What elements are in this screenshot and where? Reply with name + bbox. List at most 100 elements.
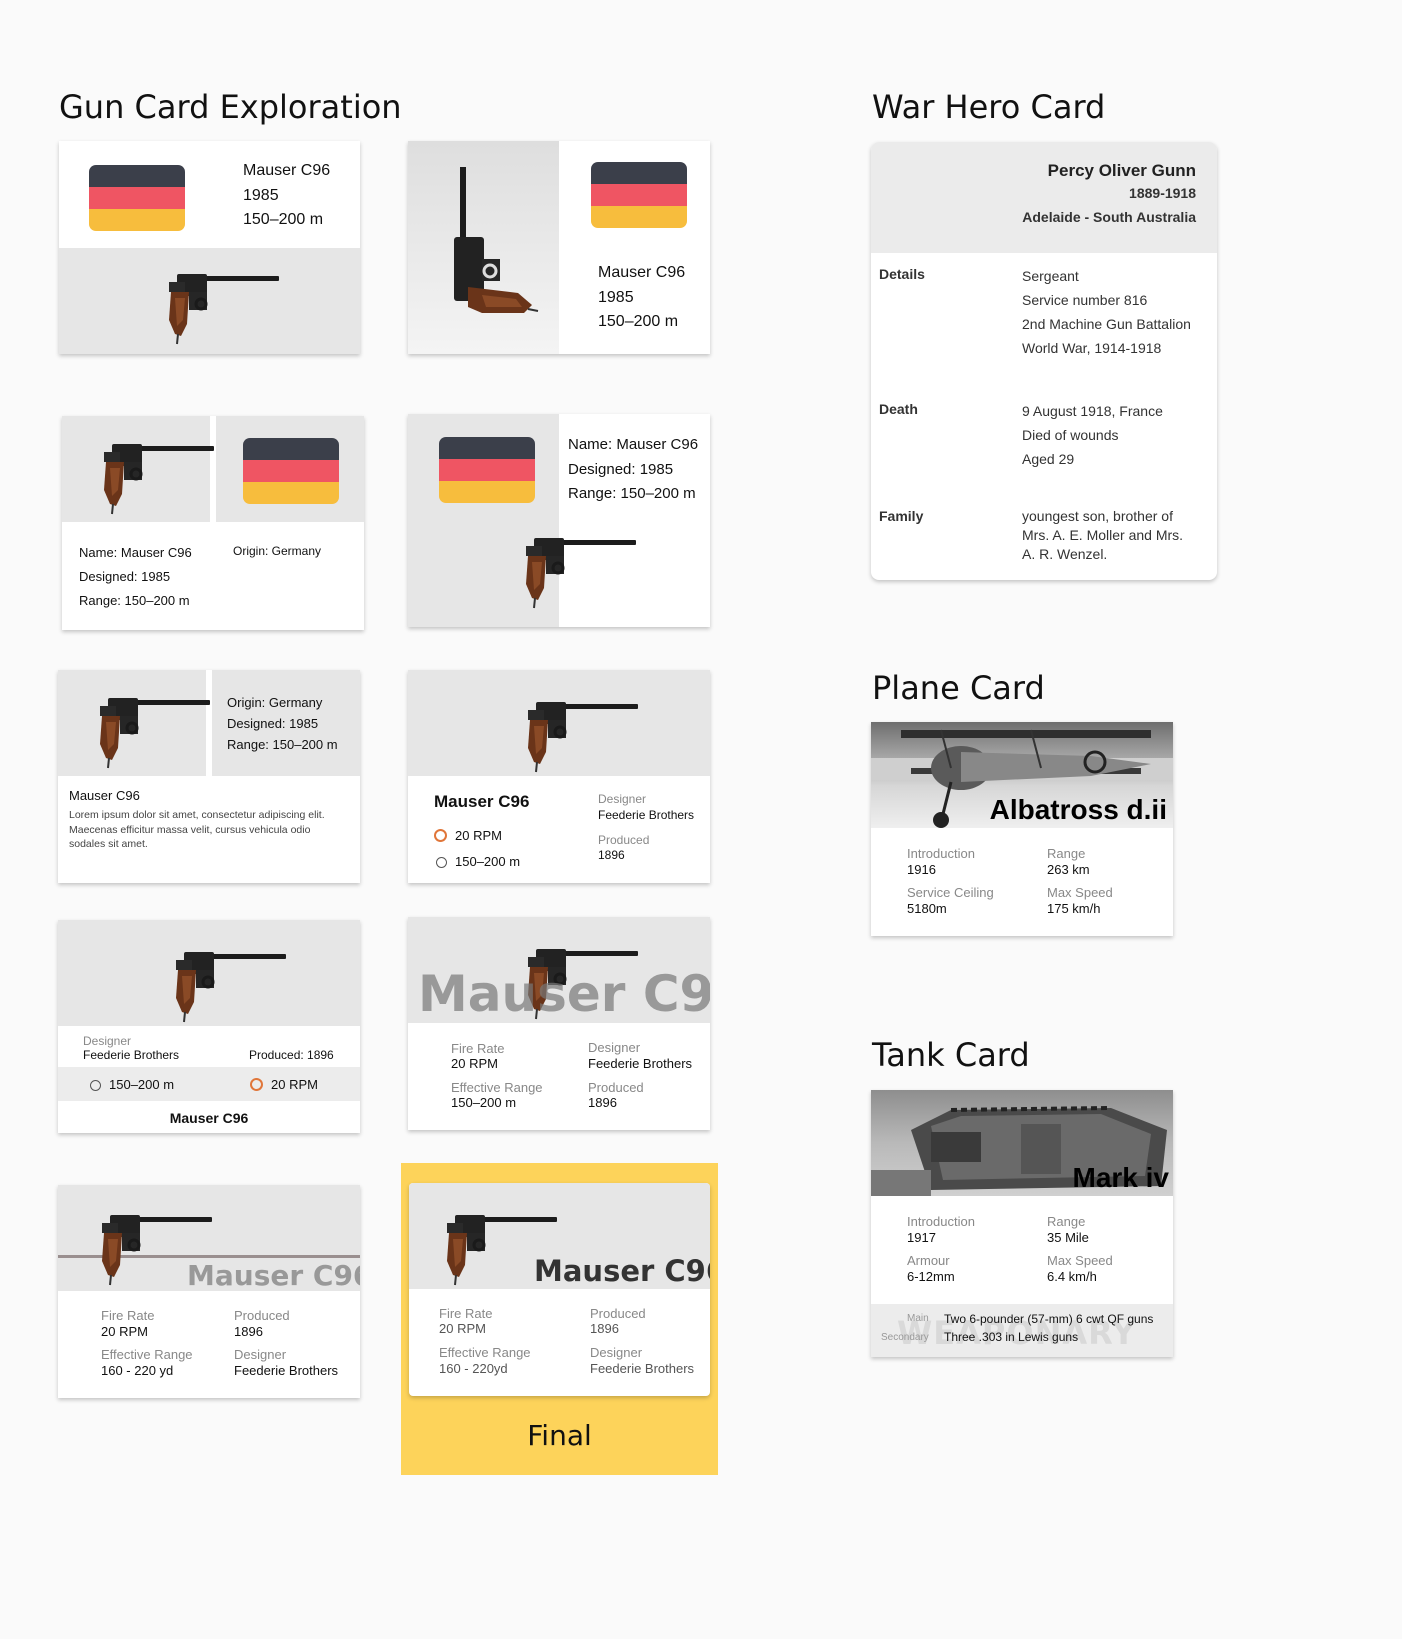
introduction-label: Introduction [907,846,975,861]
rpm-value: 20 RPM [455,828,502,843]
divider-line [58,1255,360,1258]
gun-designed-line: Designed: 1985 [568,461,674,478]
gun-image-panel [58,920,360,1026]
designer-label: Designer [590,1345,643,1360]
range-value: 150–200 m [455,854,521,869]
designer-label: Designer [234,1347,287,1362]
hero-place: Adelaide - South Australia [1022,209,1196,225]
gun-image-panel [408,670,710,776]
gun-card-9[interactable]: Mauser C96 Fire Rate 20 RPM Effective Ra… [58,1185,360,1398]
gun-range-line: Range: 150–200 m [79,593,190,608]
stats-bar: 150–200 m 20 RPM [58,1067,360,1101]
designer-value: Feederie Brothers [234,1363,339,1378]
range-value: 35 Mile [1047,1230,1089,1245]
hero-years: 1889-1918 [1129,185,1196,201]
family-line-1: youngest son, brother of [1022,508,1173,524]
flag-panel [216,416,364,522]
speed-value: 175 km/h [1047,901,1101,916]
gun-image-panel: Mauser C96 [408,917,710,1023]
plane-card[interactable]: Albatross d.ii Introduction 1916 Service… [871,722,1173,936]
pistol-icon [526,702,640,774]
range-label: Range [1047,1214,1086,1229]
germany-flag-icon [591,162,687,228]
family-line-2: Mrs. A. E. Moller and Mrs. [1022,527,1184,543]
gun-range-line: Range: 150–200 m [568,485,696,502]
designer-value: Feederie Brothers [590,1361,695,1376]
plane-photo: Albatross d.ii [871,722,1173,828]
final-label: Final [527,1419,592,1452]
produced-value: 1896 [590,1321,619,1336]
fire-rate-label: Fire Rate [439,1306,493,1321]
gun-origin-line: Origin: Germany [227,695,323,710]
detail-rank: Sergeant [1022,268,1079,284]
gun-card-2[interactable]: Mauser C96 1985 150–200 m [408,141,710,354]
hero-name: Percy Oliver Gunn [1047,161,1196,180]
tank-icon [871,1106,1167,1196]
death-cause: Died of wounds [1022,427,1119,443]
gun-name: Mauser C96 [243,162,331,179]
germany-flag-icon [89,165,185,231]
rpm-row: 20 RPM [434,828,502,843]
armour-value: 6-12mm [907,1269,955,1284]
gun-section-heading: Gun Card Exploration [59,88,402,126]
death-date: 9 August 1918, France [1022,403,1163,419]
produced-label: Produced [588,1080,644,1095]
target-icon [90,1080,101,1091]
gun-name-line: Name: Mauser C96 [568,436,699,453]
gun-image-panel: Mauser C96 [58,1185,360,1292]
tank-photo: Mark iv [871,1090,1173,1196]
gun-designed-line: Designed: 1985 [79,569,171,584]
gun-name-title: Mauser C96 [534,1254,710,1288]
gun-card-1[interactable]: Mauser C96 1985 150–200 m [59,141,360,354]
death-list: 9 August 1918, France Died of wounds Age… [1022,399,1163,471]
detail-war: World War, 1914-1918 [1022,340,1162,356]
gun-name: Mauser C96 [69,788,140,803]
gun-image-panel: Mauser C96 [409,1183,710,1289]
effective-range-label: Effective Range [439,1345,531,1360]
death-age: Aged 29 [1022,451,1075,467]
designer-value: Feederie Brothers [598,808,695,822]
family-line-3: A. R. Wenzel. [1022,546,1108,562]
gun-card-5[interactable]: Origin: Germany Designed: 1985 Range: 15… [58,670,360,883]
range-row: 150–200 m [436,854,520,869]
plane-name: Albatross d.ii [989,794,1167,825]
gun-card-3[interactable]: Name: Mauser C96 Designed: 1985 Range: 1… [62,416,364,630]
details-label: Details [879,266,925,282]
effective-range-label: Effective Range [101,1347,193,1362]
produced-value: 1896 [234,1324,263,1339]
death-label: Death [879,401,918,417]
range-label: Range [1047,846,1086,861]
final-highlight: Mauser C96 Fire Rate 20 RPM Effective Ra… [401,1163,718,1475]
gun-range-line: Range: 150–200 m [227,737,338,752]
effective-range-label: Effective Range [451,1080,543,1095]
gun-card-final[interactable]: Mauser C96 Fire Rate 20 RPM Effective Ra… [409,1183,710,1396]
pistol-icon [524,538,638,610]
gun-card-8[interactable]: Mauser C96 Fire Rate 20 RPM Effective Ra… [408,917,710,1130]
secondary-weapon-label: Secondary [881,1332,929,1343]
gun-card-7[interactable]: Designer Feederie Brothers Produced: 189… [58,920,360,1133]
rpm-icon [434,829,447,842]
main-weapon-label: Main [907,1313,929,1324]
rpm-icon [250,1078,263,1091]
rpm-row: 20 RPM [250,1077,318,1092]
produced-label: Produced [234,1308,290,1323]
armour-label: Armour [907,1253,950,1268]
produced-value: 1896 [588,1095,617,1110]
gun-card-4[interactable]: Name: Mauser C96 Designed: 1985 Range: 1… [408,414,710,627]
designer-label: Designer [588,1040,641,1055]
designer-label: Designer [83,1034,132,1048]
tank-card[interactable]: Mark iv Introduction 1917 Armour 6-12mm … [871,1090,1173,1357]
biplane-icon [871,729,1173,828]
hero-section-heading: War Hero Card [872,88,1106,126]
info-panel [212,670,360,776]
gun-card-6[interactable]: Mauser C96 20 RPM 150–200 m Designer Fee… [408,670,710,883]
family-list: youngest son, brother of Mrs. A. E. Moll… [1022,507,1183,564]
designer-value: Feederie Brothers [588,1056,693,1071]
fire-rate-value: 20 RPM [451,1056,498,1071]
gun-name-line: Name: Mauser C96 [79,545,192,560]
range-row: 150–200 m [90,1077,174,1092]
main-weapon-value: Two 6-pounder (57-mm) 6 cwt QF guns [944,1312,1154,1326]
war-hero-card[interactable]: Percy Oliver Gunn 1889-1918 Adelaide - S… [871,142,1217,580]
pistol-icon [98,698,212,770]
secondary-weapon-value: Three .303 in Lewis guns [944,1330,1079,1344]
